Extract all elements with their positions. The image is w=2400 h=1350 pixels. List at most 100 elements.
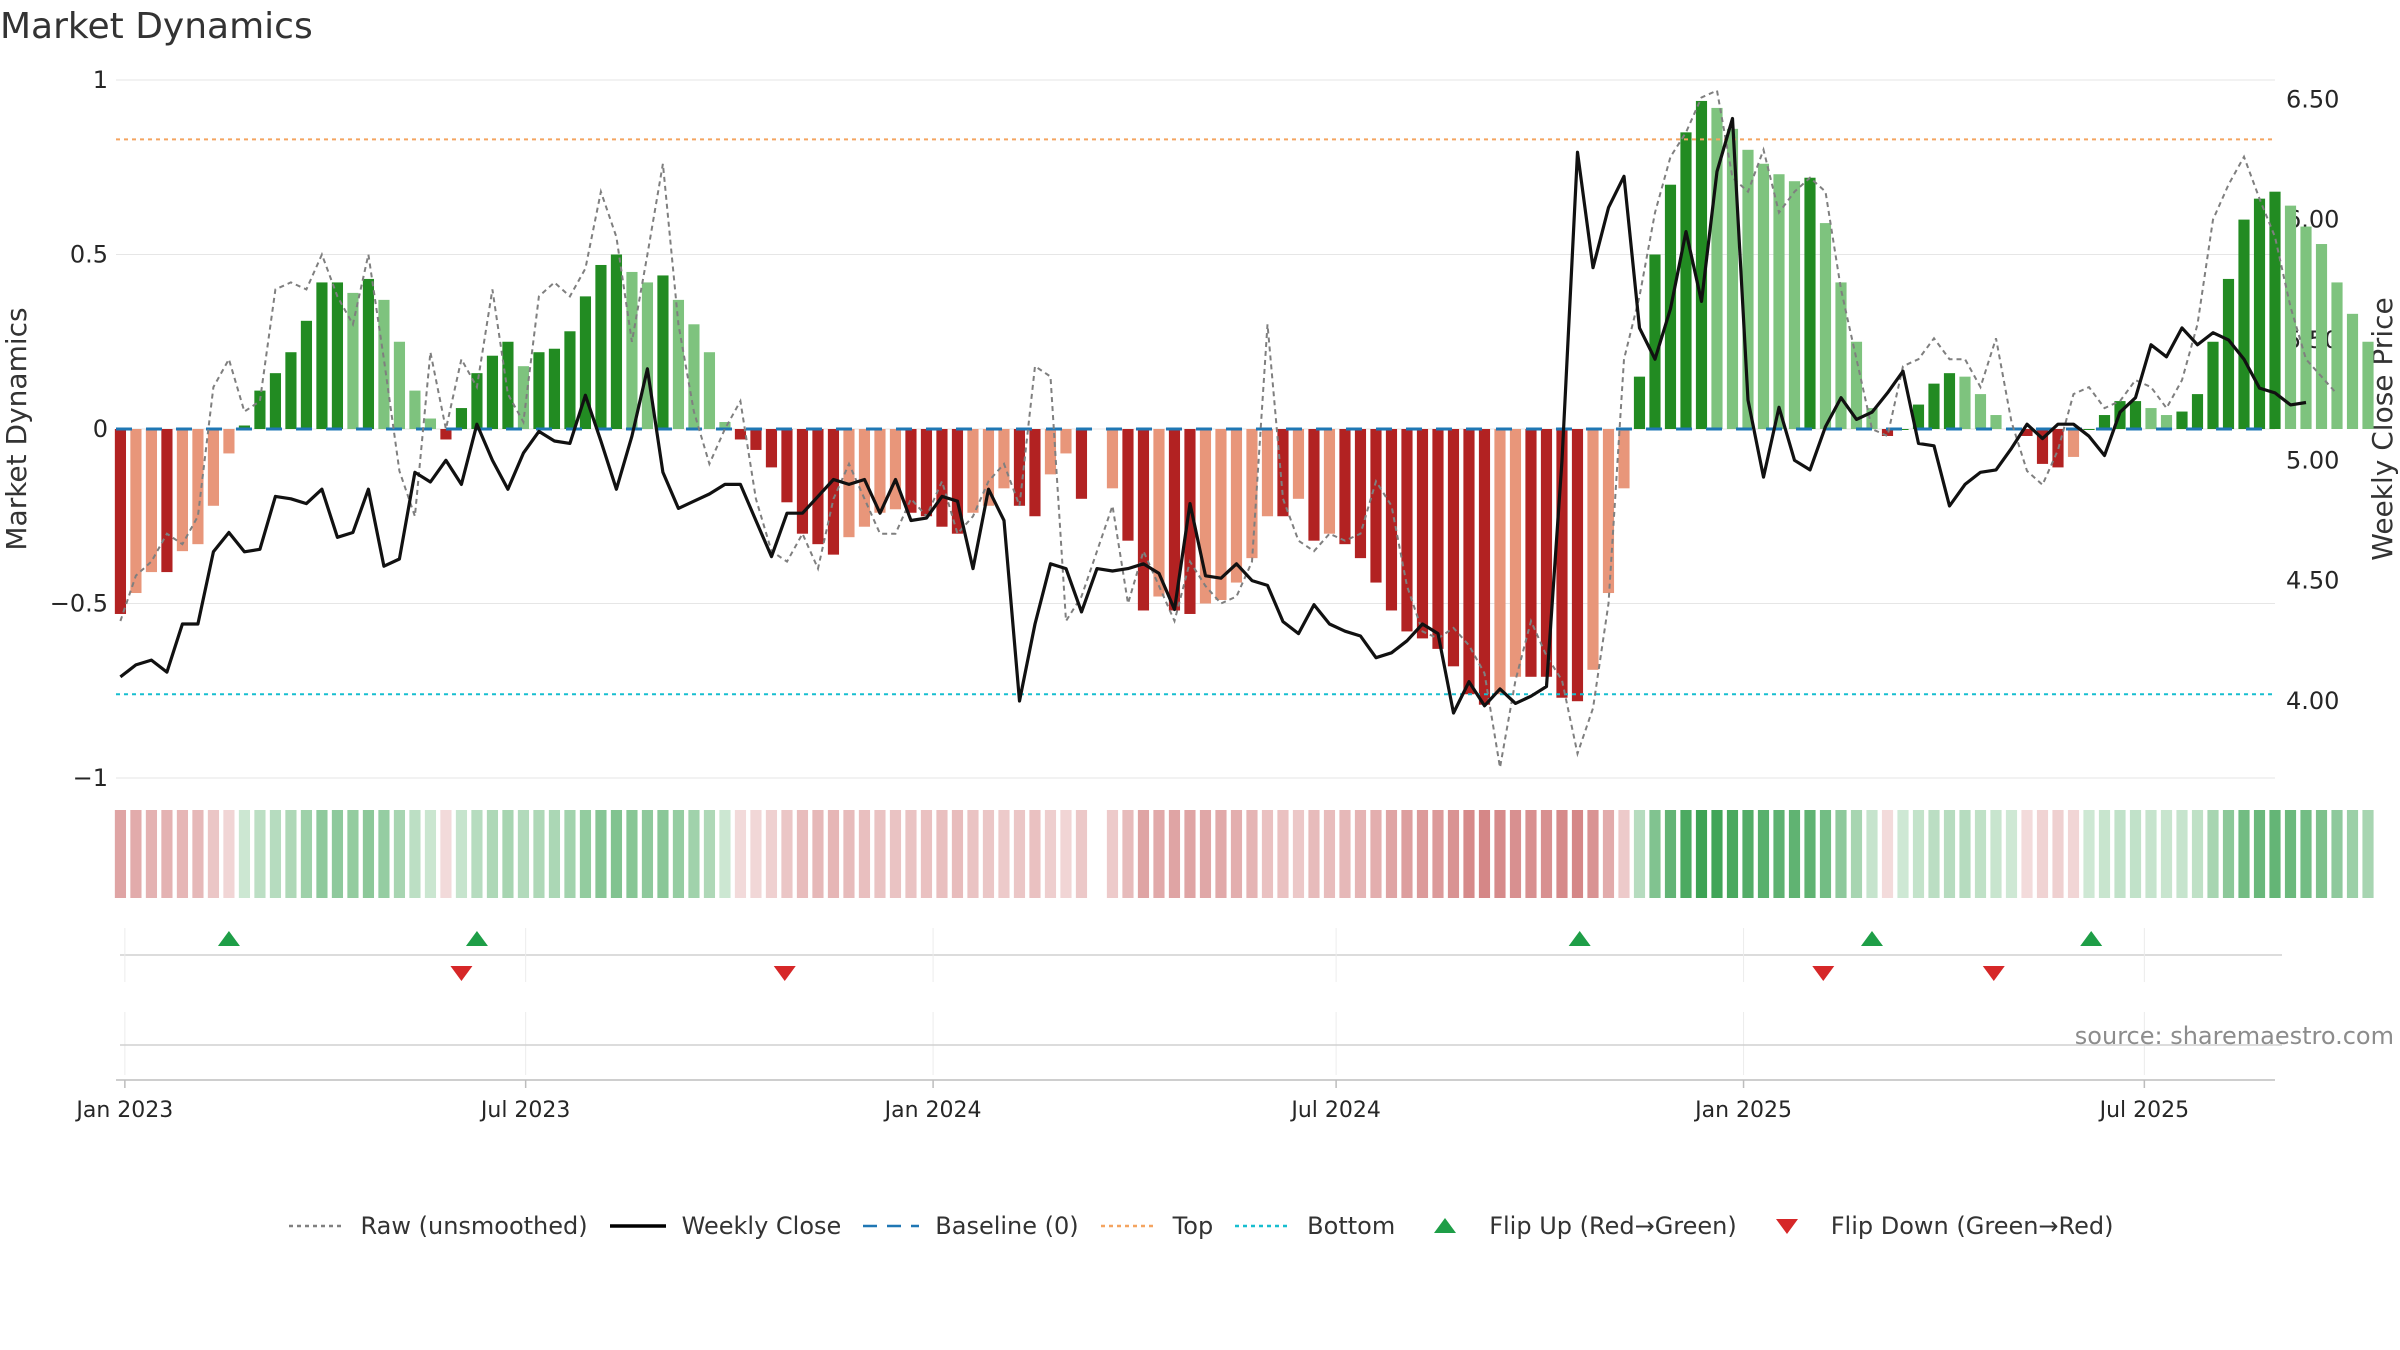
dynamics-bar (130, 429, 142, 594)
dynamics-bar (1277, 429, 1289, 517)
state-strip-cell (130, 810, 142, 898)
state-strip-cell (2191, 810, 2204, 898)
dynamics-bar (796, 429, 809, 534)
state-strip-cell (2067, 810, 2080, 898)
dynamics-bar (2129, 401, 2142, 429)
state-strip-cell (2238, 810, 2250, 898)
dynamics-bar (812, 429, 824, 545)
state-strip-cell (1277, 810, 1289, 898)
state-strip-cell (440, 810, 452, 898)
state-strip-cell (1432, 810, 1444, 898)
dynamics-bar (905, 429, 917, 513)
x-tick-label: Jan 2024 (883, 1098, 982, 1123)
x-tick-label: Jan 2025 (1693, 1098, 1792, 1123)
flip-down-marker (773, 966, 796, 981)
y-tick-label-left: 0.5 (70, 241, 108, 269)
dynamics-bar (1835, 282, 1847, 429)
x-tick-label: Jan 2023 (74, 1098, 173, 1123)
state-strip-cell (1881, 810, 1894, 898)
legend-item-baseline: Baseline (0) (861, 1212, 1079, 1240)
state-strip-cell (393, 810, 406, 898)
state-strip-cell (641, 810, 654, 898)
state-strip-cell (889, 810, 902, 898)
state-strip-cell (2315, 810, 2328, 898)
dynamics-bar (440, 429, 452, 440)
dynamics-bar (1122, 429, 1134, 541)
state-strip-cell (362, 810, 375, 898)
dynamics-bar (1618, 429, 1630, 489)
dynamics-bar (2036, 429, 2049, 464)
legend-swatch-raw (288, 1224, 345, 1228)
y-tick-label-right: 6.50 (2286, 85, 2339, 113)
dynamics-bar (672, 299, 685, 429)
state-strip-cell (486, 810, 499, 898)
y-axis-title-left: Market Dynamics (0, 307, 33, 550)
legend-label: Weekly Close (681, 1212, 842, 1240)
dynamics-bar (719, 422, 731, 429)
dynamics-bar (2253, 198, 2266, 429)
state-strip-cell (2005, 810, 2018, 898)
legend-item-bottom: Bottom (1233, 1212, 1395, 1240)
dynamics-bar (1850, 341, 1863, 429)
state-strip-cell (316, 810, 328, 898)
state-strip-cell (610, 810, 623, 898)
state-strip-cell (1246, 810, 1258, 898)
state-strip-cell (1711, 810, 1723, 898)
state-strip-cell (1850, 810, 1863, 898)
dynamics-bar (564, 331, 576, 429)
dynamics-bar (316, 282, 328, 429)
state-strip-cell (1835, 810, 1847, 898)
dynamics-bar (874, 429, 886, 513)
state-strip-cell (1974, 810, 1987, 898)
state-strip-cell (1075, 810, 1088, 898)
dynamics-bar (1308, 429, 1320, 541)
state-strip-cell (1773, 810, 1785, 898)
state-strip-cell (331, 810, 344, 898)
state-strip-cell (672, 810, 685, 898)
dynamics-bar (1494, 429, 1506, 695)
state-strip-cell (1866, 810, 1878, 898)
state-strip-cell (2036, 810, 2049, 898)
state-strip-cell (424, 810, 437, 898)
state-strip-cell (1788, 810, 1801, 898)
state-strip-cell (1478, 810, 1491, 898)
y-tick-label-right: 5.00 (2286, 446, 2339, 474)
state-strip-cell (1726, 810, 1739, 898)
state-strip-cell (719, 810, 731, 898)
state-strip-cell (223, 810, 235, 898)
state-strip-cell (2222, 810, 2235, 898)
dynamics-bar (1447, 429, 1460, 667)
state-strip-cell (982, 810, 995, 898)
dynamics-bar (161, 429, 173, 573)
dynamics-bar (1804, 177, 1816, 429)
legend-item-flipdown: Flip Down (Green→Red) (1757, 1212, 2114, 1240)
dynamics-bar (1246, 429, 1258, 559)
state-strip-cell (796, 810, 809, 898)
state-strip-cell (1664, 810, 1677, 898)
dynamics-bar (1649, 254, 1661, 429)
state-strip-cell (951, 810, 964, 898)
dynamics-bar (1680, 132, 1692, 429)
dynamics-bar (2238, 219, 2250, 429)
dynamics-bar (1339, 429, 1351, 545)
flip-up-marker (217, 931, 240, 946)
state-strip-cell (2253, 810, 2266, 898)
state-strip-cell (1401, 810, 1413, 898)
state-strip-cell (1819, 810, 1832, 898)
state-strip-cell (734, 810, 747, 898)
state-strip-cell (1695, 810, 1708, 898)
state-strip-cell (1447, 810, 1460, 898)
dynamics-bar (533, 352, 545, 429)
state-strip-cell (2284, 810, 2297, 898)
legend-swatch-flipup (1434, 1218, 1457, 1233)
dynamics-bar (362, 278, 375, 429)
x-tick-label: Jul 2024 (1289, 1098, 1381, 1123)
dynamics-bar (1215, 429, 1227, 601)
state-strip-cell (1509, 810, 1522, 898)
state-strip-cell (2052, 810, 2064, 898)
state-strip-cell (2129, 810, 2142, 898)
state-strip-cell (1184, 810, 1196, 898)
flip-up-marker (1568, 931, 1591, 946)
state-strip-cell (579, 810, 592, 898)
